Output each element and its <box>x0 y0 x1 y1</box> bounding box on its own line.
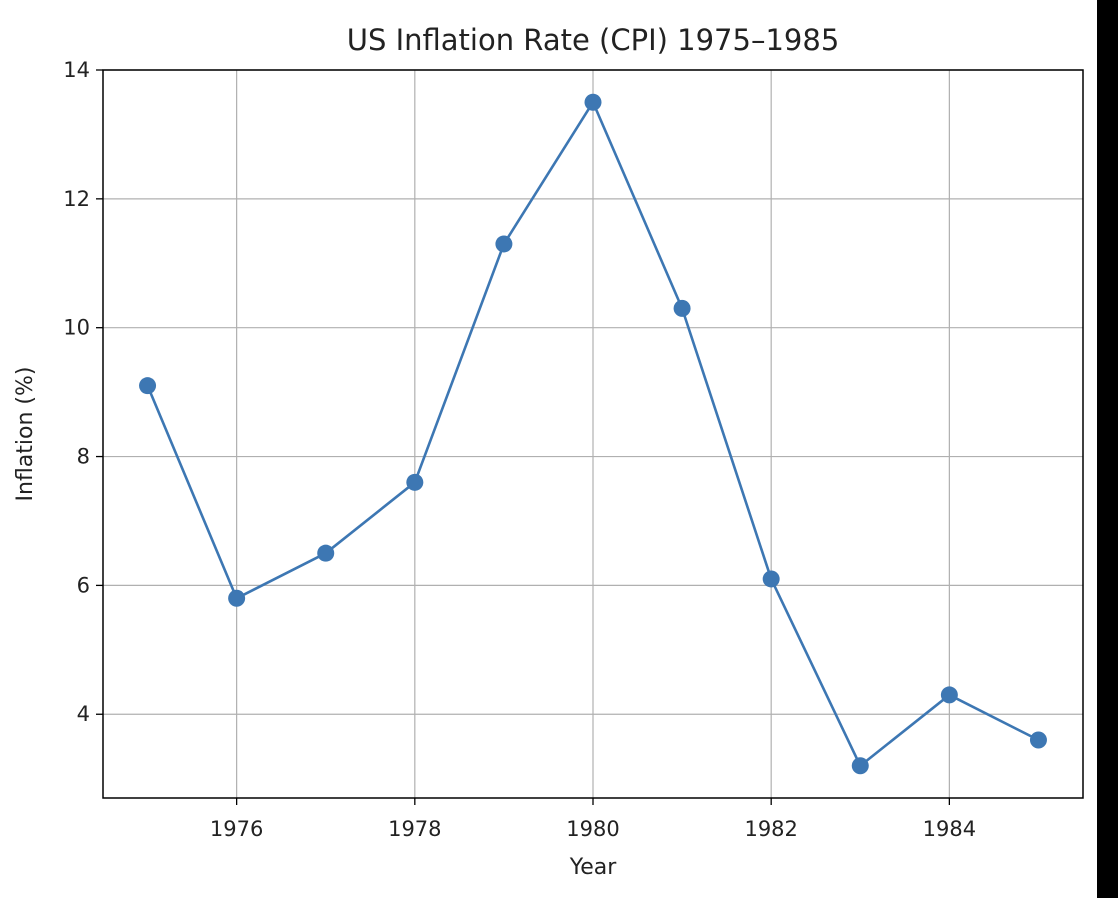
x-tick-label: 1976 <box>210 817 263 841</box>
y-axis-ticks: 4 6 8 10 12 14 <box>63 58 103 726</box>
x-tick-label: 1982 <box>744 817 797 841</box>
x-axis-ticks: 1976 1978 1980 1982 1984 <box>210 798 976 841</box>
data-point-1975 <box>139 377 157 395</box>
data-point-1976 <box>228 589 246 607</box>
series-layer <box>139 93 1047 775</box>
x-tick-label: 1980 <box>566 817 619 841</box>
data-point-1985 <box>1029 731 1047 749</box>
y-tick-label: 14 <box>63 58 90 82</box>
y-tick-label: 8 <box>77 445 90 469</box>
y-tick-label: 12 <box>63 187 90 211</box>
data-point-1978 <box>406 473 424 491</box>
x-axis-label: Year <box>569 855 618 880</box>
y-tick-label: 6 <box>77 573 90 597</box>
x-tick-label: 1978 <box>388 817 441 841</box>
data-point-1983 <box>851 757 869 775</box>
data-point-1982 <box>762 570 780 588</box>
data-point-1977 <box>317 544 335 562</box>
x-tick-label: 1984 <box>923 817 976 841</box>
chart-title: US Inflation Rate (CPI) 1975–1985 <box>347 23 840 57</box>
y-axis-label: Inflation (%) <box>13 367 38 502</box>
y-tick-label: 10 <box>63 316 90 340</box>
grid-lines <box>103 69 1083 798</box>
data-point-1984 <box>940 686 958 704</box>
y-tick-label: 4 <box>77 702 90 726</box>
data-point-1980 <box>584 93 602 111</box>
data-point-1981 <box>673 299 691 317</box>
data-point-1979 <box>495 235 513 253</box>
